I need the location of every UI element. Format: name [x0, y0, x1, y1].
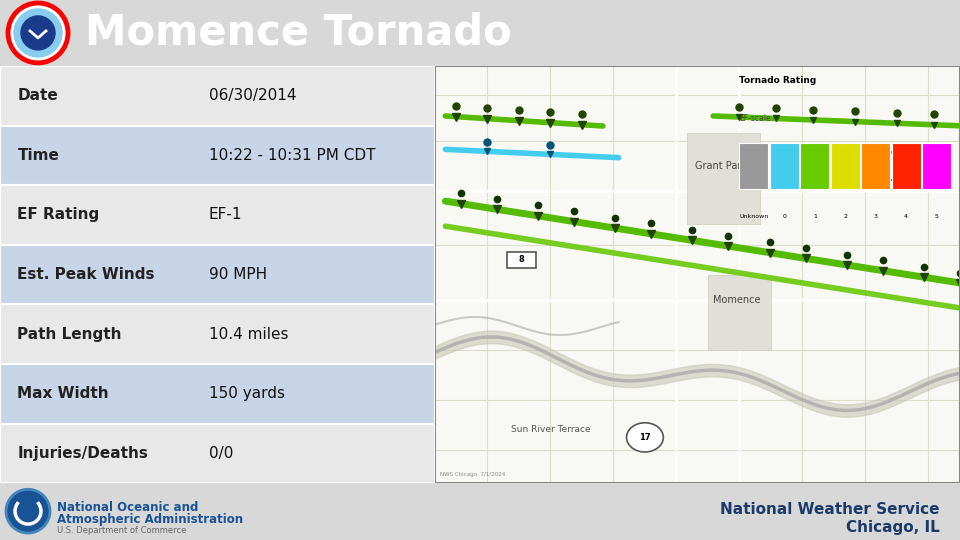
Bar: [0, 66, 435, 125]
Text: Atmospheric Administration: Atmospheric Administration: [57, 513, 243, 526]
Text: 150 yards: 150 yards: [208, 386, 285, 401]
Text: Injuries/Deaths: Injuries/Deaths: [17, 446, 148, 461]
Text: 10.4 miles: 10.4 miles: [208, 327, 288, 342]
Text: 1: 1: [813, 214, 817, 219]
Bar: [801, 143, 829, 189]
Text: 0: 0: [782, 214, 786, 219]
Text: EF-1: EF-1: [208, 207, 242, 222]
Bar: [770, 143, 799, 189]
Text: Momence: Momence: [713, 295, 760, 305]
Bar: [0, 245, 435, 305]
Text: Est. Peak Winds: Est. Peak Winds: [17, 267, 155, 282]
Text: 0/0: 0/0: [208, 446, 233, 461]
Text: Unknown: Unknown: [739, 214, 769, 219]
Bar: [739, 143, 768, 189]
Text: 90 MPH: 90 MPH: [208, 267, 267, 282]
Text: 06/30/2014: 06/30/2014: [208, 88, 297, 103]
Text: Date: Date: [17, 88, 59, 103]
Text: 10:22 - 10:31 PM CDT: 10:22 - 10:31 PM CDT: [208, 148, 375, 163]
Text: Path Length: Path Length: [17, 327, 122, 342]
Text: EF-scale: EF-scale: [739, 114, 771, 123]
Text: 2: 2: [843, 214, 848, 219]
Bar: [0, 125, 435, 185]
Bar: [830, 143, 860, 189]
Text: U.S. Department of Commerce: U.S. Department of Commerce: [57, 526, 186, 535]
Text: 4: 4: [904, 214, 908, 219]
Bar: [0, 364, 435, 424]
Text: Tornado Rating: Tornado Rating: [739, 76, 817, 85]
Bar: [923, 143, 951, 189]
Bar: [0, 185, 435, 245]
Text: 5: 5: [935, 214, 939, 219]
Text: NWS Chicago  7/1/2024: NWS Chicago 7/1/2024: [440, 472, 505, 477]
Text: Chicago, IL: Chicago, IL: [847, 520, 940, 535]
Bar: [0, 305, 435, 364]
Bar: [0, 424, 435, 483]
Text: 8: 8: [518, 255, 524, 265]
Circle shape: [21, 16, 55, 50]
Text: EF Rating: EF Rating: [17, 207, 100, 222]
FancyBboxPatch shape: [507, 252, 537, 268]
Circle shape: [878, 151, 916, 181]
Bar: [708, 275, 771, 350]
Text: National Oceanic and: National Oceanic and: [57, 501, 199, 514]
Text: 17: 17: [639, 433, 651, 442]
Bar: [687, 133, 760, 225]
Text: 17: 17: [891, 161, 902, 171]
Bar: [892, 143, 921, 189]
Circle shape: [6, 489, 50, 533]
Text: National Weather Service: National Weather Service: [721, 502, 940, 517]
Bar: [861, 143, 890, 189]
Text: Momence Tornado: Momence Tornado: [85, 12, 512, 54]
Text: Grant Park: Grant Park: [695, 161, 747, 171]
Circle shape: [8, 3, 68, 63]
Circle shape: [14, 9, 62, 57]
Text: Max Width: Max Width: [17, 386, 109, 401]
Text: Sun River Terrace: Sun River Terrace: [511, 424, 590, 434]
Text: 3: 3: [874, 214, 877, 219]
Text: Time: Time: [17, 148, 60, 163]
Circle shape: [627, 423, 663, 452]
